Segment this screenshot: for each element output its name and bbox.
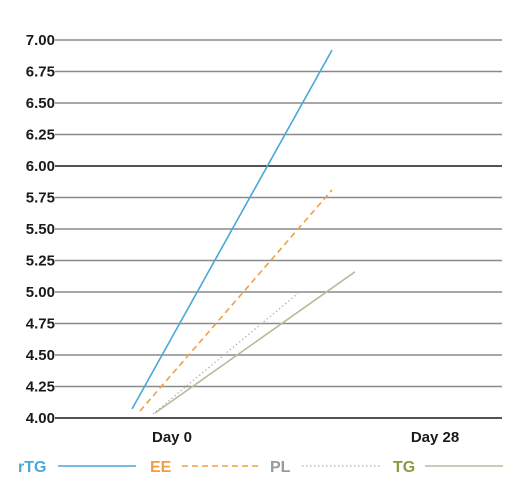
y-tick-label: 4.00 [26,410,55,427]
y-tick-label: 5.75 [26,190,55,207]
series-layer [131,49,356,415]
y-tick-label: 5.00 [26,284,55,301]
series-line-ee [139,189,333,412]
y-tick-label: 5.25 [26,253,55,270]
legend-label: rTG [18,459,46,476]
y-tick-labels: 7.00 6.75 6.50 6.25 6.00 5.75 5.50 5.25 5.00 4.75… [26,32,55,427]
y-tick-label: 4.25 [26,379,55,396]
legend-item-tg: TG [393,459,503,476]
y-tick-label: 7.00 [26,32,55,49]
series-line-tg [154,271,356,414]
y-tick-label: 6.25 [26,127,55,144]
legend: rTG EE PL TG [18,459,503,476]
legend-label: TG [393,459,415,476]
legend-item-rtg: rTG [18,459,136,476]
series-line-rtg [131,49,333,410]
grid-layer [55,39,502,419]
y-tick-label: 5.50 [26,221,55,238]
legend-label: PL [270,459,291,476]
y-tick-label: 6.00 [26,158,55,175]
x-tick-labels: Day 0 Day 28 [152,429,459,446]
x-tick-label: Day 28 [411,429,459,446]
series-line-pl [152,292,299,415]
y-tick-label: 4.50 [26,347,55,364]
legend-label: EE [150,459,172,476]
y-tick-label: 6.75 [26,64,55,81]
legend-item-pl: PL [270,459,380,476]
x-tick-label: Day 0 [152,429,192,446]
y-tick-label: 6.50 [26,95,55,112]
legend-item-ee: EE [150,459,260,476]
y-tick-label: 4.75 [26,316,55,333]
